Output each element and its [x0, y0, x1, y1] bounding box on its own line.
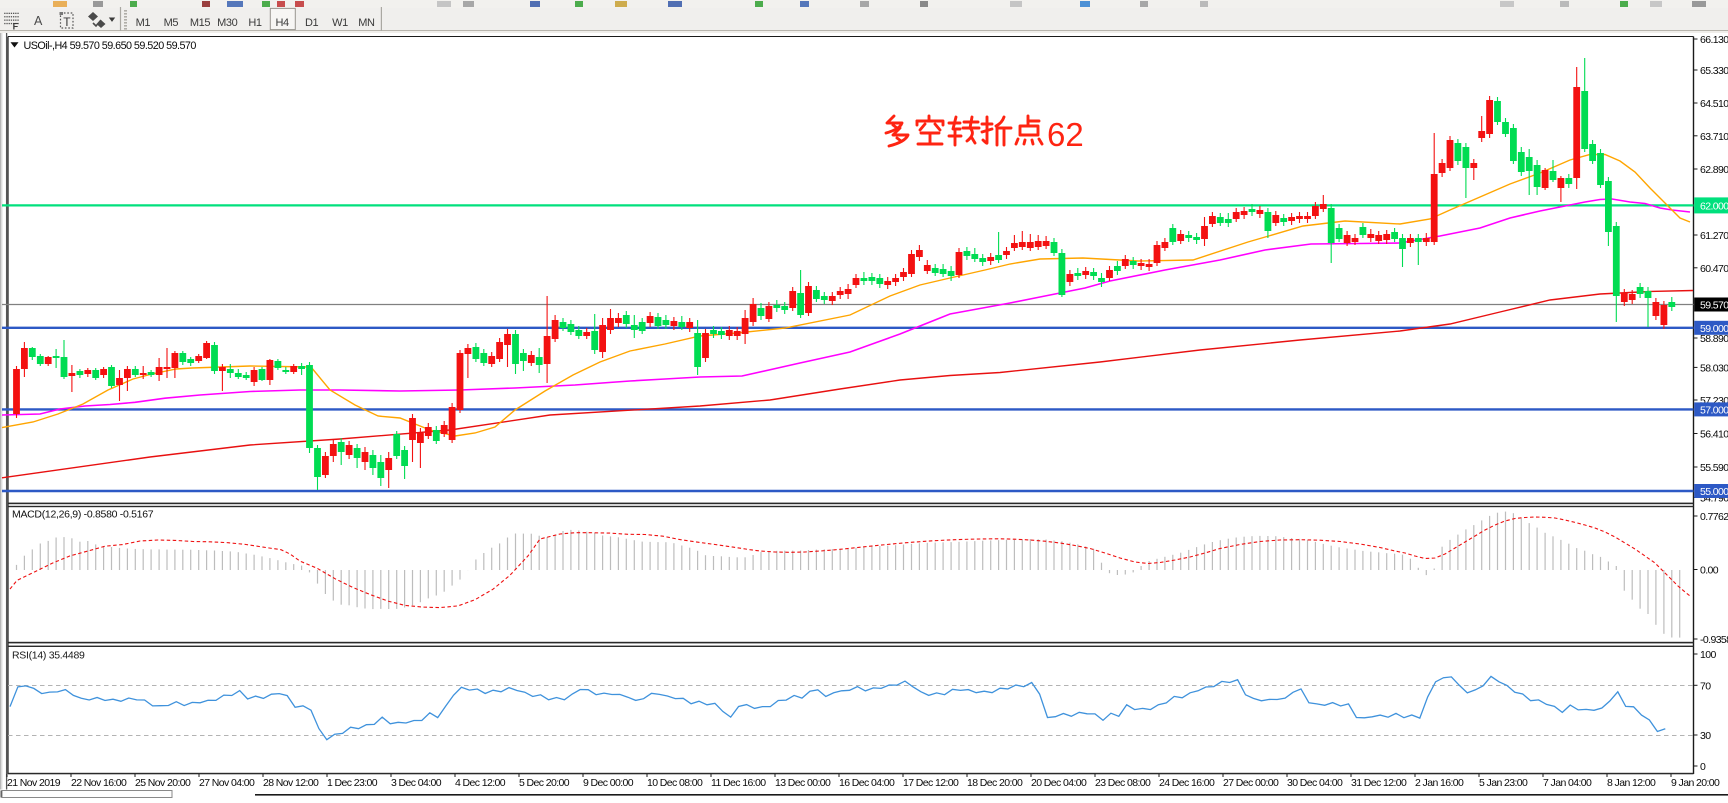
svg-text:21 Nov 2019: 21 Nov 2019: [7, 777, 61, 789]
svg-text:1 Dec 23:00: 1 Dec 23:00: [327, 777, 378, 789]
svg-text:17 Dec 12:00: 17 Dec 12:00: [903, 777, 959, 789]
svg-text:20 Dec 04:00: 20 Dec 04:00: [1031, 777, 1087, 789]
svg-text:30: 30: [1700, 730, 1711, 742]
svg-text:56.410: 56.410: [1700, 429, 1728, 441]
svg-text:0: 0: [1700, 761, 1706, 773]
svg-text:4 Dec 12:00: 4 Dec 12:00: [455, 777, 506, 789]
svg-text:59.570: 59.570: [1700, 300, 1728, 312]
svg-text:64.510: 64.510: [1700, 98, 1728, 110]
svg-text:D1: D1: [305, 17, 319, 29]
svg-text:RSI(14) 35.4489: RSI(14) 35.4489: [12, 650, 85, 662]
svg-text:M5: M5: [164, 17, 179, 29]
svg-text:61.270: 61.270: [1700, 230, 1728, 242]
svg-text:F: F: [13, 22, 19, 32]
svg-text:55.000: 55.000: [1700, 486, 1728, 498]
svg-text:65.330: 65.330: [1700, 65, 1728, 77]
svg-text:24 Dec 16:00: 24 Dec 16:00: [1159, 777, 1215, 789]
svg-text:62.890: 62.890: [1700, 164, 1728, 176]
svg-text:23 Dec 08:00: 23 Dec 08:00: [1095, 777, 1151, 789]
svg-text:-0.9358: -0.9358: [1700, 634, 1728, 646]
svg-text:57.000: 57.000: [1700, 404, 1728, 416]
svg-text:9 Jan 20:00: 9 Jan 20:00: [1671, 777, 1720, 789]
svg-text:8 Jan 12:00: 8 Jan 12:00: [1607, 777, 1656, 789]
svg-text:31 Dec 12:00: 31 Dec 12:00: [1351, 777, 1407, 789]
svg-text:28 Nov 12:00: 28 Nov 12:00: [263, 777, 319, 789]
svg-text:11 Dec 16:00: 11 Dec 16:00: [711, 777, 766, 789]
svg-text:27 Nov 04:00: 27 Nov 04:00: [199, 777, 255, 789]
svg-text:T: T: [63, 15, 71, 29]
svg-text:22 Nov 16:00: 22 Nov 16:00: [71, 777, 127, 789]
svg-text:M15: M15: [190, 17, 210, 29]
svg-text:16 Dec 04:00: 16 Dec 04:00: [839, 777, 895, 789]
svg-text:9 Dec 00:00: 9 Dec 00:00: [583, 777, 634, 789]
svg-text:H4: H4: [276, 17, 290, 29]
svg-text:0.7762: 0.7762: [1700, 511, 1728, 523]
svg-text:5 Dec 20:00: 5 Dec 20:00: [519, 777, 570, 789]
svg-text:18 Dec 20:00: 18 Dec 20:00: [967, 777, 1023, 789]
svg-text:0.00: 0.00: [1700, 565, 1719, 577]
svg-text:USOil-,H4 59.570 59.650 59.520: USOil-,H4 59.570 59.650 59.520 59.570: [24, 40, 197, 52]
svg-text:2 Jan 16:00: 2 Jan 16:00: [1415, 777, 1464, 789]
svg-text:55.590: 55.590: [1700, 462, 1728, 474]
svg-text:MACD(12,26,9) -0.8580 -0.5167: MACD(12,26,9) -0.8580 -0.5167: [12, 509, 154, 521]
svg-text:62: 62: [1047, 116, 1084, 153]
svg-text:59.000: 59.000: [1700, 323, 1728, 335]
svg-text:58.030: 58.030: [1700, 362, 1728, 374]
svg-text:62.000: 62.000: [1700, 200, 1728, 212]
svg-text:M30: M30: [217, 17, 237, 29]
svg-text:60.470: 60.470: [1700, 263, 1728, 275]
svg-text:66.130: 66.130: [1700, 34, 1728, 46]
svg-text:30 Dec 04:00: 30 Dec 04:00: [1287, 777, 1343, 789]
svg-text:M1: M1: [136, 17, 151, 29]
svg-text:3 Dec 04:00: 3 Dec 04:00: [391, 777, 442, 789]
svg-text:70: 70: [1700, 680, 1711, 692]
svg-text:MN: MN: [358, 17, 375, 29]
svg-text:A: A: [34, 14, 43, 28]
svg-text:25 Nov 20:00: 25 Nov 20:00: [135, 777, 191, 789]
svg-text:7 Jan 04:00: 7 Jan 04:00: [1543, 777, 1592, 789]
svg-text:27 Dec 00:00: 27 Dec 00:00: [1223, 777, 1279, 789]
svg-text:W1: W1: [332, 17, 348, 29]
svg-text:13 Dec 00:00: 13 Dec 00:00: [775, 777, 831, 789]
svg-text:58.890: 58.890: [1700, 333, 1728, 345]
svg-text:100: 100: [1700, 649, 1716, 661]
svg-text:10 Dec 08:00: 10 Dec 08:00: [647, 777, 703, 789]
svg-text:H1: H1: [248, 17, 262, 29]
svg-text:63.710: 63.710: [1700, 131, 1728, 143]
svg-text:5 Jan 23:00: 5 Jan 23:00: [1479, 777, 1528, 789]
